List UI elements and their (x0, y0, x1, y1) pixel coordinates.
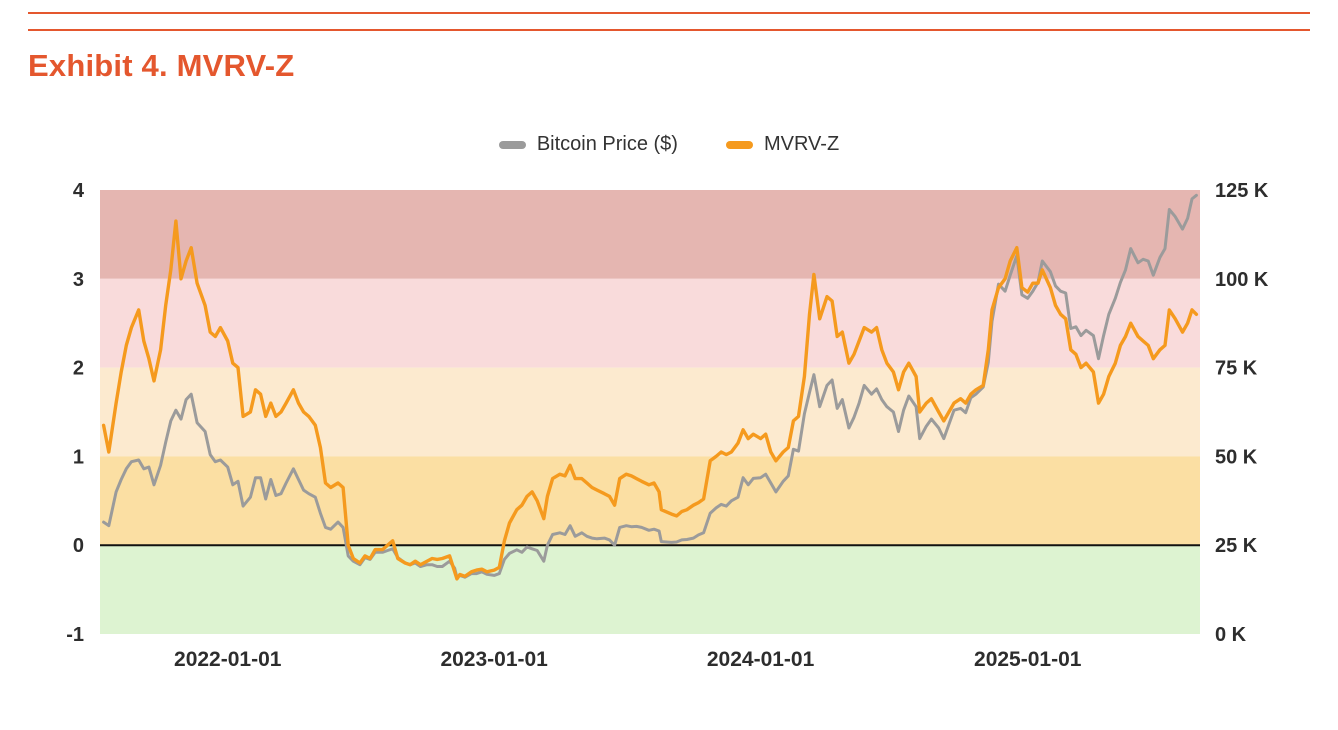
x-axis-tick-label: 2025-01-01 (974, 648, 1082, 671)
x-axis-tick-label: 2022-01-01 (174, 648, 282, 671)
header-double-rule (28, 12, 1310, 31)
legend: Bitcoin Price ($) MVRV-Z (0, 133, 1338, 156)
left-axis-tick-label: 0 (73, 535, 84, 557)
band-2-to-3 (100, 278, 1200, 368)
x-axis-tick-label: 2024-01-01 (707, 648, 815, 671)
legend-swatch-icon (498, 140, 526, 149)
right-axis-tick-label: 125 K (1215, 180, 1269, 202)
x-axis-tick-label: 2023-01-01 (440, 648, 548, 671)
legend-label: Bitcoin Price ($) (536, 133, 678, 155)
left-axis-tick-label: 3 (73, 269, 84, 291)
legend-label: MVRV-Z (763, 133, 840, 155)
left-axis-tick-label: 4 (73, 180, 85, 202)
band-1-to-2 (100, 367, 1200, 457)
right-axis-tick-label: 25 K (1215, 535, 1258, 557)
band-3-to-4 (100, 190, 1200, 279)
right-axis-tick-label: 0 K (1215, 624, 1247, 646)
left-axis-tick-label: 2 (73, 358, 84, 380)
legend-swatch-icon (725, 140, 753, 149)
band-0-to-1 (100, 456, 1200, 546)
page-title: Exhibit 4. MVRV-Z (28, 48, 295, 83)
legend-item-bitcoin-price[interactable]: Bitcoin Price ($) (498, 133, 678, 156)
right-axis-tick-label: 50 K (1215, 446, 1258, 468)
legend-item-mvrv-z[interactable]: MVRV-Z (725, 133, 840, 156)
left-axis-tick-label: -1 (66, 624, 84, 646)
series-line-mvrv-z (101, 219, 1199, 581)
right-axis-tick-label: 75 K (1215, 358, 1258, 380)
left-axis-tick-label: 1 (73, 446, 84, 468)
band-minus1-to-0 (100, 545, 1200, 634)
right-axis-tick-label: 100 K (1215, 269, 1269, 291)
